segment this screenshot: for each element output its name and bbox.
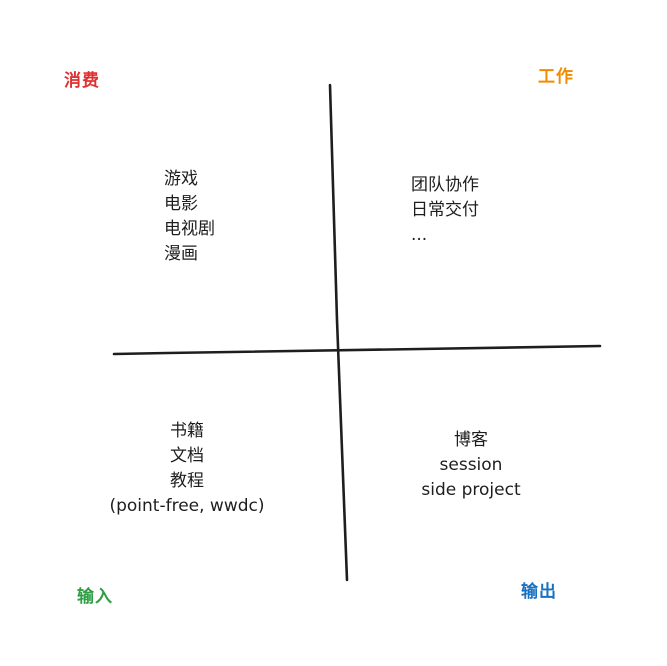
- quadrant-work-list: 团队协作 日常交付 ...: [411, 173, 479, 248]
- list-item: 电视剧: [164, 219, 215, 239]
- list-item: side project: [421, 480, 521, 500]
- corner-label-consume: 消费: [64, 71, 100, 91]
- list-item: 文档: [170, 446, 204, 466]
- list-item: 电影: [164, 194, 198, 214]
- list-item: ...: [411, 225, 428, 245]
- quadrant-input-list: 书籍 文档 教程 (point-free, wwdc): [91, 419, 283, 519]
- corner-label-output: 输出: [521, 582, 557, 602]
- list-item: (point-free, wwdc): [109, 496, 265, 516]
- corner-label-input: 输入: [77, 587, 113, 607]
- list-item: 书籍: [170, 421, 204, 441]
- list-item: 教程: [170, 471, 204, 491]
- quadrant-consume-list: 游戏 电影 电视剧 漫画: [164, 167, 215, 267]
- corner-label-work: 工作: [538, 67, 574, 87]
- quadrant-output-list: 博客 session side project: [406, 428, 536, 503]
- horizontal-axis: [112, 344, 602, 356]
- list-item: 团队协作: [411, 175, 479, 195]
- vertical-axis: [328, 83, 349, 582]
- list-item: session: [439, 455, 503, 475]
- list-item: 游戏: [164, 169, 198, 189]
- list-item: 日常交付: [411, 200, 479, 220]
- list-item: 漫画: [164, 244, 198, 264]
- list-item: 博客: [454, 430, 488, 450]
